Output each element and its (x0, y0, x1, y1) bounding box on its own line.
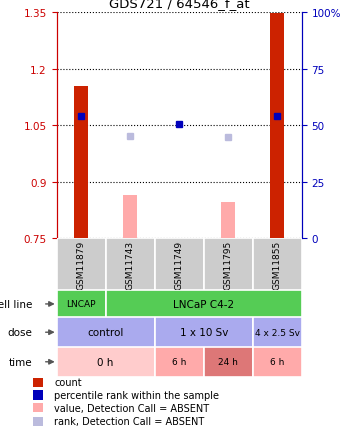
Text: percentile rank within the sample: percentile rank within the sample (55, 390, 220, 400)
Text: LNCaP C4-2: LNCaP C4-2 (173, 299, 234, 309)
Text: 1 x 10 Sv: 1 x 10 Sv (179, 328, 228, 337)
Text: GSM11743: GSM11743 (126, 240, 135, 289)
Text: value, Detection Call = ABSENT: value, Detection Call = ABSENT (55, 403, 210, 413)
Bar (57, 347, 155, 377)
Bar (57, 318, 155, 347)
Bar (123, 195, 137, 239)
Bar (106, 239, 155, 291)
Bar (253, 239, 302, 291)
Bar (74, 86, 88, 239)
Bar (34, 417, 43, 426)
Text: control: control (87, 328, 124, 337)
Bar (204, 347, 253, 377)
Text: rank, Detection Call = ABSENT: rank, Detection Call = ABSENT (55, 416, 205, 426)
Bar (253, 347, 302, 377)
Title: GDS721 / 64546_f_at: GDS721 / 64546_f_at (109, 0, 249, 10)
Bar (34, 378, 43, 387)
Text: cell line: cell line (0, 299, 32, 309)
Text: GSM11795: GSM11795 (224, 240, 233, 289)
Text: 6 h: 6 h (270, 358, 284, 366)
Bar (106, 291, 302, 318)
Text: GSM11749: GSM11749 (175, 240, 184, 289)
Bar (221, 203, 235, 239)
Text: dose: dose (7, 328, 32, 337)
Bar (253, 318, 302, 347)
Bar (204, 239, 253, 291)
Text: GSM11855: GSM11855 (273, 240, 282, 289)
Text: count: count (55, 378, 82, 388)
Bar (57, 291, 106, 318)
Text: 4 x 2.5 Sv: 4 x 2.5 Sv (255, 328, 300, 337)
Text: LNCAP: LNCAP (66, 300, 96, 309)
Bar (155, 318, 253, 347)
Bar (34, 391, 43, 400)
Bar (155, 239, 204, 291)
Text: time: time (9, 357, 32, 367)
Text: 0 h: 0 h (97, 357, 114, 367)
Text: 6 h: 6 h (172, 358, 186, 366)
Text: GSM11879: GSM11879 (76, 240, 86, 289)
Bar (57, 239, 106, 291)
Bar (155, 347, 204, 377)
Bar (34, 403, 43, 412)
Text: 24 h: 24 h (218, 358, 238, 366)
Bar (270, 14, 284, 239)
